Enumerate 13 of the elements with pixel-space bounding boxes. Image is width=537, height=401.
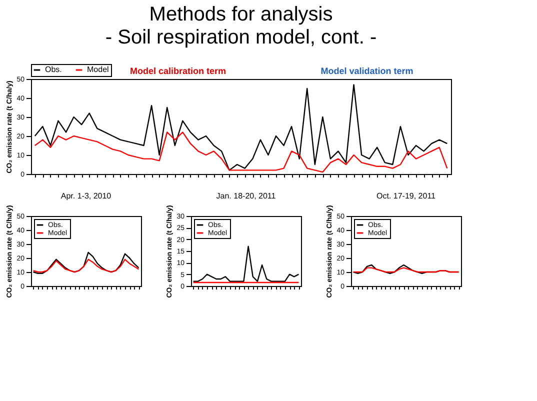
chart-title: Apr. 1-3, 2010 — [60, 192, 112, 201]
line-series — [192, 246, 300, 282]
text: Model calibration term — [130, 66, 226, 76]
line-series — [34, 84, 448, 171]
line-series — [32, 258, 140, 273]
chart-title: Oct. 17-19, 2011 — [376, 192, 436, 201]
text: Model validation term — [320, 66, 414, 76]
chart-subtitle: - Soil respiration model, cont. - — [105, 26, 377, 48]
legend-label: Obs. — [45, 65, 62, 74]
chart-title: Jan. 18-20, 2011 — [216, 192, 276, 201]
legend-label: Model — [87, 65, 110, 74]
chart-title: Methods for analysis — [149, 4, 333, 26]
line-series — [34, 132, 448, 173]
